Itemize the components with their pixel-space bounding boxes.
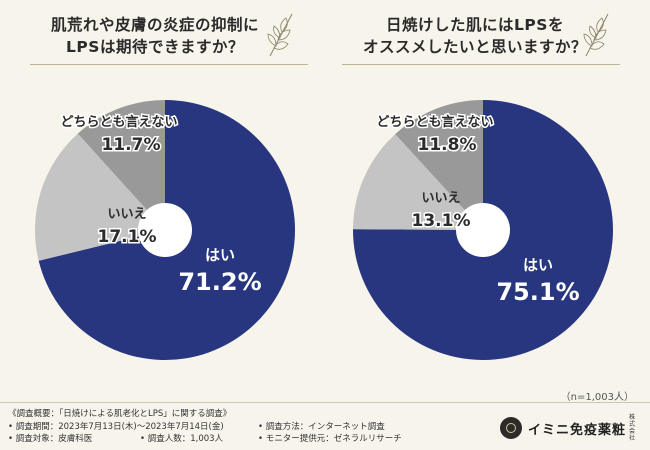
slice-label: いいえ — [421, 191, 460, 206]
slice-value: 17.1% — [98, 227, 157, 247]
pie-center-hole — [138, 203, 192, 257]
footer-divider — [0, 402, 650, 403]
pie-slice — [77, 100, 165, 230]
brand-sub: 株式会社 — [629, 414, 636, 442]
slice-value: 71.2% — [178, 268, 261, 296]
pie-slice — [395, 100, 483, 230]
slice-label: いいえ — [107, 207, 146, 222]
slice-value: 13.1% — [412, 211, 471, 231]
chart-title-right: 日焼けした肌にはLPSを オススメしたいと思いますか？ — [362, 16, 587, 56]
slice-label: はい — [523, 256, 553, 274]
slice-label: はい — [205, 246, 235, 264]
title-underline — [342, 64, 620, 65]
survey-target: • 調査対象：皮膚科医 — [8, 434, 93, 444]
leaf-sprig-icon — [267, 13, 293, 57]
leaf-sprig-icon — [583, 13, 609, 57]
pie-slice — [353, 134, 483, 230]
pie-slice — [34, 133, 165, 261]
chart-title-left: 肌荒れや皮膚の炎症の抑制に LPSは期待できますか？ — [50, 16, 259, 56]
brand-name: イミニ免疫薬粧 — [528, 422, 627, 438]
survey-method: • 調査方法：インターネット調査 — [258, 421, 385, 432]
slice-value: 75.1% — [496, 278, 579, 306]
pie-center-hole — [456, 203, 510, 257]
slice-value: 11.7% — [102, 135, 161, 155]
sample-size-note: （n=1,003人） — [560, 392, 634, 403]
survey-summary: 《調査概要：「日焼けによる肌老化とLPS」に関する調査》 — [8, 409, 232, 419]
survey-provider: • モニター提供元：ゼネラルリサーチ — [258, 434, 402, 444]
survey-footer: 《調査概要：「日焼けによる肌老化とLPS」に関する調査》 • 調査期間：2023… — [8, 408, 498, 446]
brand: イミニ免疫薬粧 株式会社 — [500, 414, 637, 442]
slice-label: どちらとも言えない — [60, 114, 177, 130]
title-underline — [30, 64, 308, 65]
survey-count: • 調査人数：1,003人 — [140, 434, 224, 444]
slice-label: どちらとも言えない — [376, 114, 493, 130]
brand-logo-icon — [500, 417, 522, 439]
survey-period: • 調査期間：2023年7月13日(木)～2023年7月14日(金) — [8, 421, 224, 432]
slice-value: 11.8% — [418, 135, 477, 155]
pie-charts: はい 71.2% いいえ 17.1% どちらとも言えない 11.7% はい 75.1% いいえ 1… — [34, 100, 613, 361]
